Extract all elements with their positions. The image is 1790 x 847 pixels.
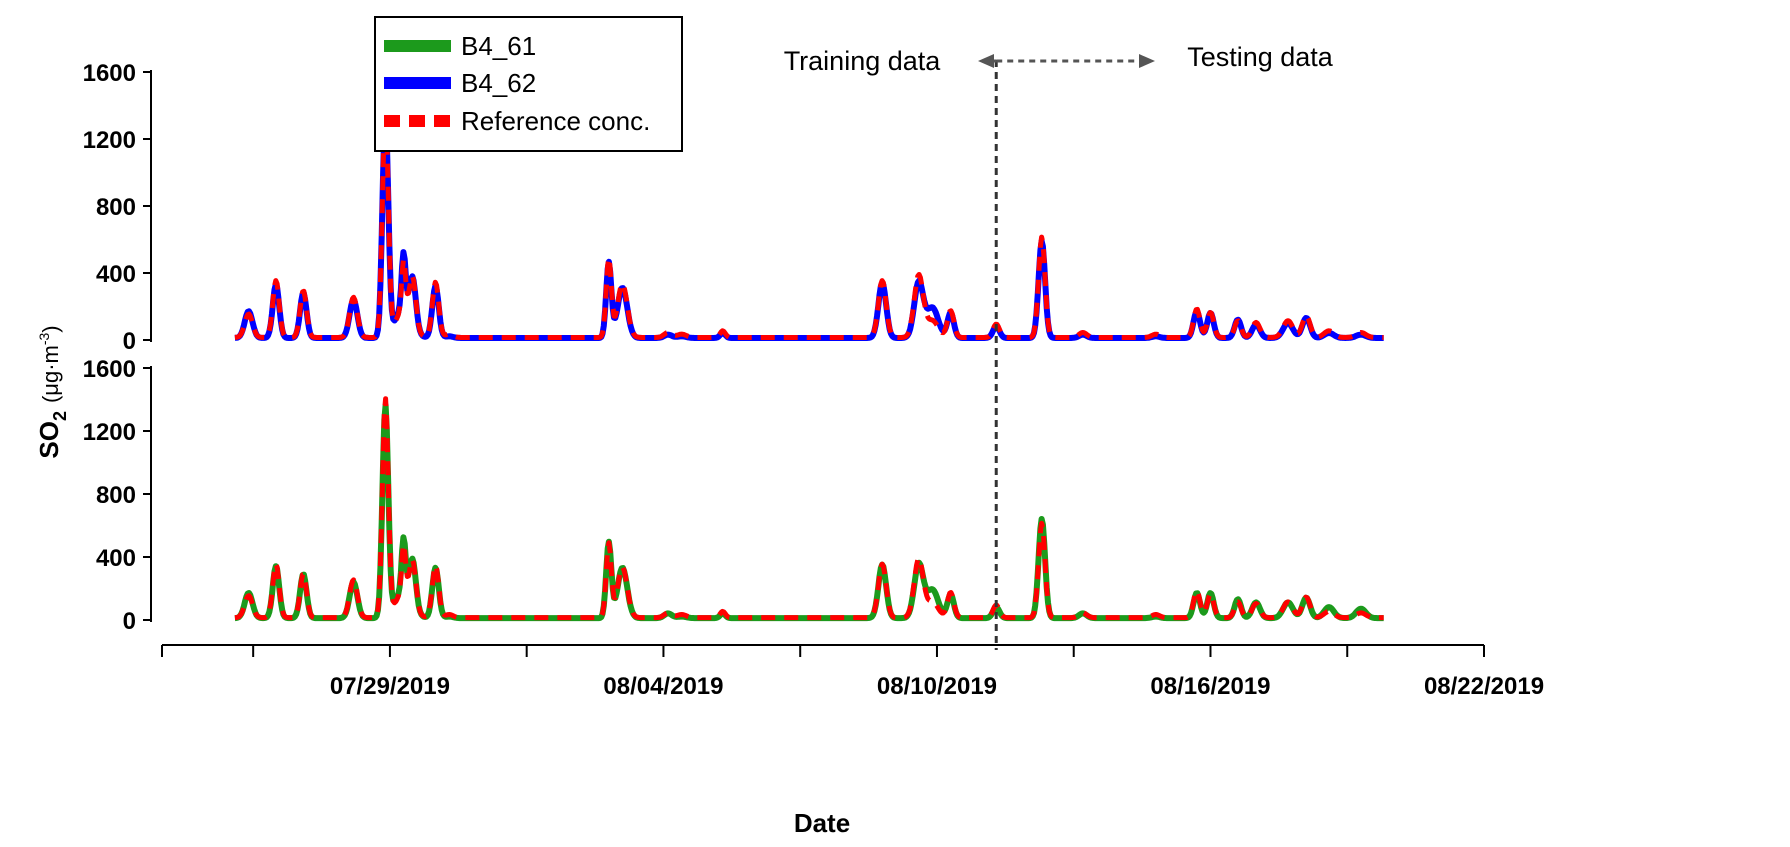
y-tick-label-top: 1600 (83, 60, 136, 87)
x-axis-title: Date (794, 808, 850, 838)
testing-arrow-head (1139, 54, 1155, 68)
y-tick-label-bottom: 800 (96, 482, 136, 509)
x-tick-label: 07/29/2019 (330, 673, 450, 700)
y-tick-label-bottom: 1200 (83, 419, 136, 446)
y-tick-label-bottom: 0 (123, 608, 136, 635)
train-test-split: Training data Testing data (784, 42, 1334, 650)
bottom-reference-conc-series (233, 396, 1385, 621)
legend-label-b4-62: B4_62 (461, 68, 536, 98)
series-layer (233, 105, 1386, 622)
y-axis-title: SO2(μg·m-3) (34, 325, 70, 458)
x-tick-label: 08/16/2019 (1150, 673, 1270, 700)
x-tick-label: 08/22/2019 (1424, 673, 1544, 700)
y-tick-label-bottom: 400 (96, 545, 136, 572)
ticks-layer: 04008001200160004008001200160007/29/2019… (83, 60, 1544, 700)
legend-label-b4-61: B4_61 (461, 31, 536, 61)
bottom-b4-61-series (233, 402, 1386, 622)
y-tick-label-top: 800 (96, 194, 136, 221)
y-tick-label-top: 400 (96, 261, 136, 288)
training-arrow-head (978, 54, 994, 68)
x-tick-label: 08/10/2019 (877, 673, 997, 700)
y-tick-label-top: 1200 (83, 127, 136, 154)
testing-data-label: Testing data (1187, 42, 1334, 72)
axes-layer (150, 70, 1484, 646)
y-tick-label-top: 0 (123, 328, 136, 355)
training-data-label: Training data (784, 46, 942, 76)
top-reference-conc-series (233, 105, 1385, 340)
x-tick-label: 08/04/2019 (603, 673, 723, 700)
legend-label-reference: Reference conc. (461, 106, 650, 136)
y-tick-label-bottom: 1600 (83, 356, 136, 383)
legend: B4_61 B4_62 Reference conc. (374, 16, 683, 152)
